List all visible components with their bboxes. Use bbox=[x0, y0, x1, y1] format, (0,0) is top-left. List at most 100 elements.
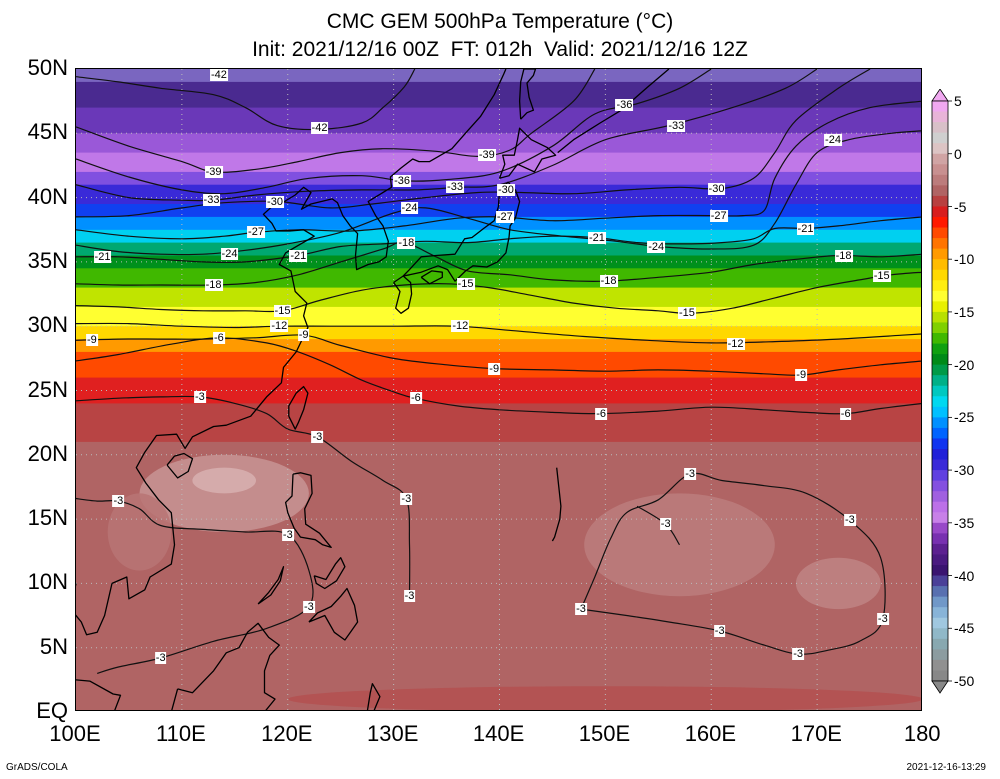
colorbar-top-arrow bbox=[931, 89, 949, 102]
colorbar-swatch bbox=[932, 311, 948, 323]
latitude-label: 45N bbox=[27, 119, 68, 145]
coastline-luzon bbox=[284, 472, 332, 549]
isotherm--39 bbox=[76, 69, 596, 173]
contour-label: -3 bbox=[684, 468, 696, 481]
band--33 bbox=[76, 152, 921, 173]
latitude-label: 35N bbox=[27, 247, 68, 273]
coastline-mindanao bbox=[308, 587, 359, 641]
colorbar-label: 5 bbox=[954, 93, 962, 109]
colorbar-swatch bbox=[932, 649, 948, 661]
colorbar-swatch bbox=[932, 269, 948, 281]
colorbar-swatch bbox=[932, 596, 948, 608]
colorbar-swatch bbox=[932, 280, 948, 292]
patch--2 bbox=[795, 557, 881, 610]
contour-label: -21 bbox=[93, 250, 112, 263]
band--17 bbox=[76, 268, 921, 289]
colorbar-swatch bbox=[932, 459, 948, 471]
contour-label: -9 bbox=[488, 362, 501, 375]
coastline-kuril-kamchatka bbox=[557, 69, 670, 154]
contour-label: -39 bbox=[204, 165, 223, 178]
contour-label: -3 bbox=[844, 514, 856, 527]
contour-label: -3 bbox=[194, 390, 206, 403]
latitude-label: 15N bbox=[27, 505, 68, 531]
latitude-label: 5N bbox=[39, 633, 68, 659]
colorbar-bottom-arrow bbox=[931, 680, 949, 694]
colorbar-swatch bbox=[932, 470, 948, 482]
contour-label: -3 bbox=[659, 518, 672, 531]
temperature-map bbox=[76, 69, 921, 710]
colorbar-label: -10 bbox=[954, 251, 975, 268]
contour-label: -24 bbox=[647, 240, 666, 253]
colorbar-swatch bbox=[932, 659, 948, 671]
colorbar-swatch bbox=[932, 153, 948, 165]
coastline-marianas bbox=[551, 467, 562, 542]
contour-label: -27 bbox=[495, 210, 514, 223]
coastline-halmahera bbox=[366, 683, 381, 710]
colorbar bbox=[931, 89, 952, 694]
colorbar-label: -35 bbox=[954, 514, 975, 531]
colorbar-swatch bbox=[932, 354, 948, 366]
colorbar-swatch bbox=[932, 417, 948, 429]
contour-label: -33 bbox=[446, 181, 464, 194]
colorbar-label: -25 bbox=[954, 409, 975, 426]
isotherm--6 bbox=[76, 337, 921, 415]
contour-label: -21 bbox=[289, 249, 308, 262]
colorbar-swatch bbox=[932, 385, 948, 397]
isotherm--27 bbox=[76, 100, 921, 240]
contour-label: -3 bbox=[112, 495, 125, 508]
coastline-borneo-north bbox=[171, 622, 280, 710]
contour-label: -24 bbox=[400, 201, 419, 214]
contour-label: -12 bbox=[451, 320, 470, 333]
colorbar-swatch bbox=[932, 427, 948, 439]
colorbar-swatch bbox=[932, 238, 948, 250]
longitude-label: 180 bbox=[903, 721, 941, 746]
contour-label: -9 bbox=[795, 369, 808, 382]
contour-label: -18 bbox=[204, 279, 223, 291]
colorbar-swatch bbox=[932, 259, 948, 271]
coastline-sumatra-malaya bbox=[76, 679, 122, 710]
contour-label: -24 bbox=[220, 248, 239, 261]
latitude-label: 30N bbox=[27, 312, 68, 338]
longitude-label: 120E bbox=[261, 721, 313, 746]
colorbar-swatch bbox=[932, 543, 948, 555]
latitude-label: 40N bbox=[27, 183, 68, 209]
colorbar-swatch bbox=[932, 449, 948, 460]
colorbar-label: -15 bbox=[954, 303, 975, 320]
colorbar-swatch bbox=[932, 512, 948, 524]
colorbar-swatch bbox=[932, 333, 948, 344]
colorbar-label: -5 bbox=[954, 198, 967, 215]
colorbar-swatch bbox=[932, 617, 948, 629]
footer-timestamp: 2021-12-16-13:29 bbox=[906, 762, 986, 773]
contour-label: -36 bbox=[393, 174, 412, 187]
colorbar-swatch bbox=[932, 132, 948, 144]
band--37 bbox=[76, 107, 921, 134]
contour-label: -39 bbox=[477, 149, 496, 162]
band--19 bbox=[76, 255, 921, 269]
contour-label: -6 bbox=[595, 407, 607, 420]
band--11 bbox=[76, 326, 921, 340]
colorbar-swatch bbox=[932, 522, 948, 534]
coastline-visayas bbox=[313, 557, 346, 590]
colorbar-swatch bbox=[932, 227, 948, 239]
contour-label: -27 bbox=[247, 226, 265, 239]
latitude-label: 10N bbox=[27, 569, 68, 595]
colorbar-swatch bbox=[932, 480, 948, 492]
latitude-label: 20N bbox=[27, 440, 68, 466]
contour-label: -3 bbox=[713, 625, 726, 637]
coastlines bbox=[76, 69, 670, 710]
band--35 bbox=[76, 133, 921, 154]
contour-label: -15 bbox=[872, 270, 891, 282]
colorbar-swatch bbox=[932, 174, 948, 186]
colorbar-swatch bbox=[932, 575, 948, 587]
isotherm--21 bbox=[76, 216, 921, 264]
contour-label: -3 bbox=[575, 603, 587, 616]
colorbar-swatch bbox=[932, 164, 948, 176]
colorbar-swatch bbox=[932, 607, 948, 619]
colorbar-swatch bbox=[932, 670, 948, 682]
contour-label: -30 bbox=[496, 183, 515, 196]
colorbar-swatch bbox=[932, 195, 948, 207]
contour-label: -3 bbox=[303, 600, 315, 613]
contour-label: -12 bbox=[270, 320, 289, 333]
colorbar-swatch bbox=[932, 438, 948, 450]
colorbar-label: 0 bbox=[954, 145, 962, 162]
